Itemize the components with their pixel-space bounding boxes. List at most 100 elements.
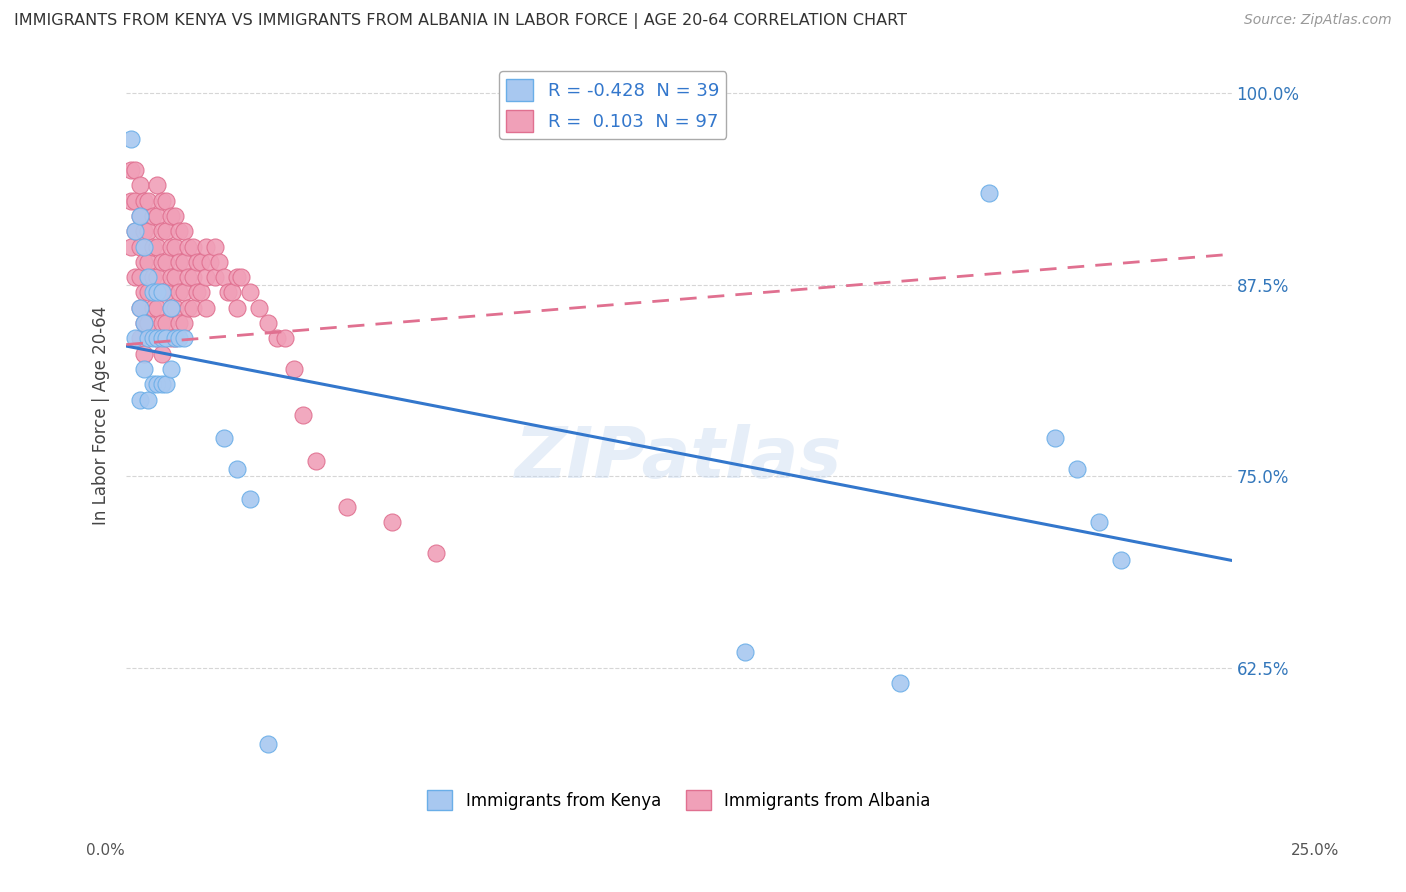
Point	[142, 377, 165, 392]
Point	[155, 377, 177, 392]
Point	[225, 270, 247, 285]
Point	[146, 377, 169, 392]
Point	[190, 285, 212, 300]
Point	[142, 285, 165, 300]
Point	[132, 362, 155, 376]
Point	[425, 546, 447, 560]
Point	[225, 301, 247, 315]
Point	[138, 270, 160, 285]
Point	[173, 316, 195, 330]
Point	[217, 285, 239, 300]
Point	[163, 270, 186, 285]
Point	[181, 270, 204, 285]
Point	[169, 285, 191, 300]
Point	[163, 301, 186, 315]
Point	[150, 377, 173, 392]
Point	[146, 331, 169, 345]
Point	[146, 239, 169, 253]
Point	[128, 239, 150, 253]
Point	[138, 255, 160, 269]
Point	[163, 331, 186, 345]
Point	[221, 285, 243, 300]
Point	[132, 194, 155, 208]
Point	[169, 316, 191, 330]
Point	[256, 737, 278, 751]
Point	[256, 316, 278, 330]
Point	[204, 239, 226, 253]
Point	[889, 676, 911, 690]
Point	[159, 239, 181, 253]
Point	[124, 194, 146, 208]
Point	[163, 209, 186, 223]
Text: 0.0%: 0.0%	[86, 843, 125, 858]
Point	[138, 316, 160, 330]
Point	[146, 270, 169, 285]
Point	[177, 301, 200, 315]
Point	[381, 515, 404, 529]
Point	[177, 239, 200, 253]
Point	[132, 316, 155, 330]
Point	[132, 316, 155, 330]
Point	[132, 285, 155, 300]
Point	[150, 316, 173, 330]
Point	[159, 362, 181, 376]
Legend: Immigrants from Kenya, Immigrants from Albania: Immigrants from Kenya, Immigrants from A…	[420, 783, 938, 817]
Point	[194, 301, 217, 315]
Point	[231, 270, 253, 285]
Point	[120, 239, 142, 253]
Point	[142, 239, 165, 253]
Point	[204, 270, 226, 285]
Point	[292, 408, 315, 422]
Point	[132, 255, 155, 269]
Point	[212, 431, 235, 445]
Point	[155, 194, 177, 208]
Point	[283, 362, 305, 376]
Point	[142, 331, 165, 345]
Point	[150, 285, 173, 300]
Point	[138, 285, 160, 300]
Point	[1088, 515, 1111, 529]
Point	[142, 301, 165, 315]
Point	[132, 347, 155, 361]
Point	[138, 224, 160, 238]
Point	[239, 492, 262, 507]
Point	[128, 270, 150, 285]
Point	[181, 239, 204, 253]
Point	[173, 331, 195, 345]
Point	[208, 255, 231, 269]
Point	[169, 255, 191, 269]
Point	[274, 331, 297, 345]
Point	[239, 285, 262, 300]
Point	[1109, 553, 1132, 567]
Point	[181, 301, 204, 315]
Point	[159, 270, 181, 285]
Point	[138, 194, 160, 208]
Point	[163, 239, 186, 253]
Point	[150, 331, 173, 345]
Point	[173, 224, 195, 238]
Point	[120, 163, 142, 178]
Point	[132, 239, 155, 253]
Point	[138, 392, 160, 407]
Point	[142, 270, 165, 285]
Point	[177, 270, 200, 285]
Point	[150, 224, 173, 238]
Point	[155, 316, 177, 330]
Point	[150, 255, 173, 269]
Point	[247, 301, 270, 315]
Point	[146, 301, 169, 315]
Point	[155, 331, 177, 345]
Point	[146, 285, 169, 300]
Point	[190, 255, 212, 269]
Point	[186, 285, 208, 300]
Point	[169, 331, 191, 345]
Point	[128, 301, 150, 315]
Point	[124, 331, 146, 345]
Point	[225, 461, 247, 475]
Point	[336, 500, 359, 514]
Point	[146, 178, 169, 193]
Point	[128, 301, 150, 315]
Point	[159, 331, 181, 345]
Point	[124, 224, 146, 238]
Point	[1043, 431, 1066, 445]
